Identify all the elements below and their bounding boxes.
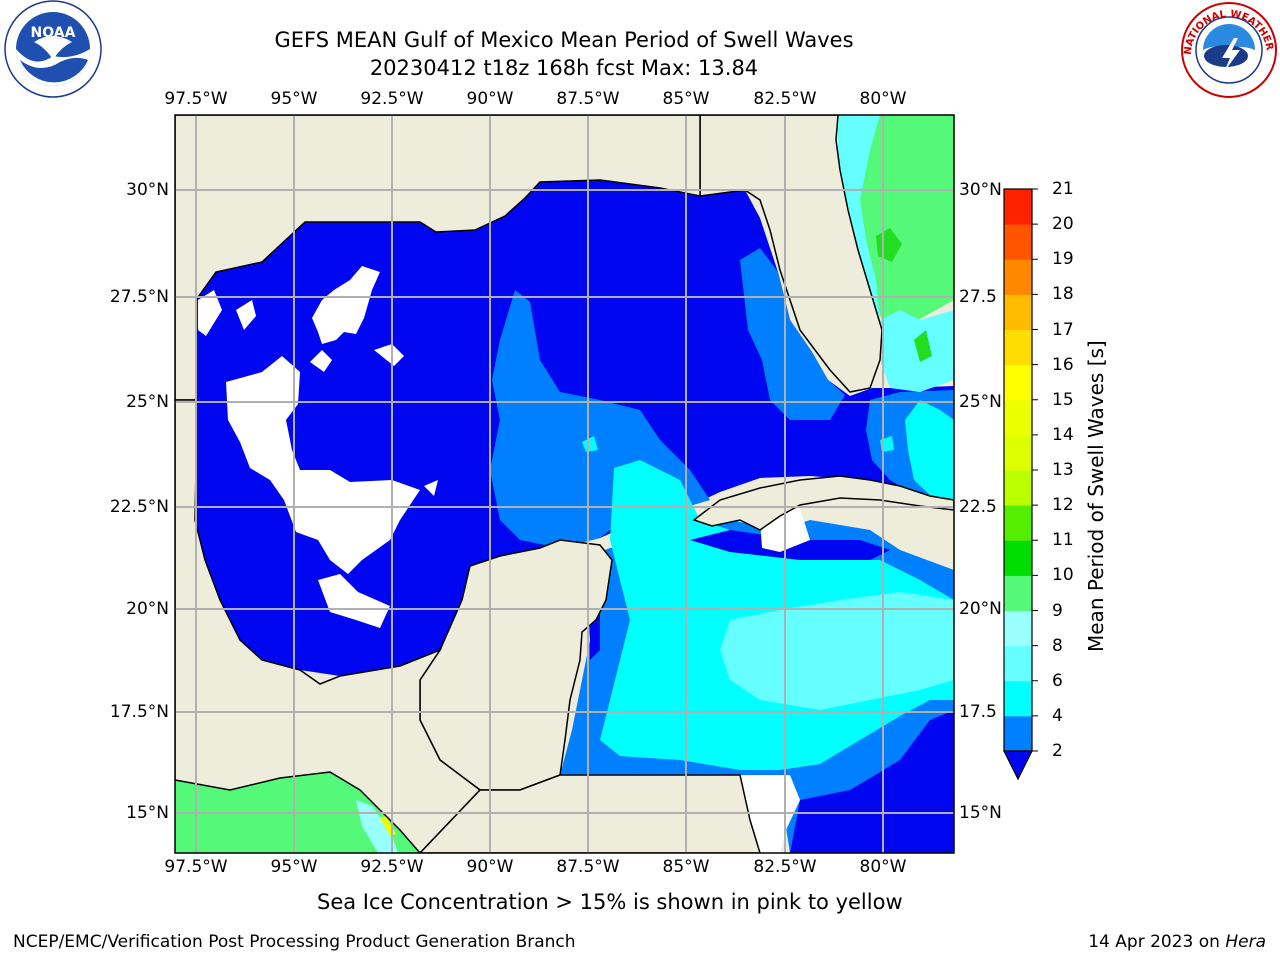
map-frame xyxy=(174,114,955,854)
no-data-region xyxy=(226,356,420,574)
mexico-land xyxy=(175,399,482,853)
colorbar-tick-label: 10 xyxy=(1052,565,1074,586)
colorbar-band xyxy=(1004,294,1032,330)
colorbar-band xyxy=(1004,434,1032,471)
lat-tick-right: 20°N xyxy=(959,599,1002,619)
colorbar-band xyxy=(1004,470,1032,506)
colorbar-extend-arrow xyxy=(1003,750,1033,781)
colorbar xyxy=(1003,188,1038,781)
lon-tick-bottom: 80°W xyxy=(859,857,907,877)
map-gridlines xyxy=(175,115,954,853)
colorbar-band xyxy=(1004,505,1032,541)
chart-title: GEFS MEAN Gulf of Mexico Mean Period of … xyxy=(274,28,854,52)
colorbar-tick-label: 11 xyxy=(1052,530,1074,551)
colorbar-tick-label: 17 xyxy=(1052,319,1074,340)
colorbar-tick-label: 14 xyxy=(1052,424,1074,445)
lon-tick-top: 92.5°W xyxy=(360,89,424,109)
lat-tick-left: 17.5°N xyxy=(109,702,169,722)
lon-tick-bottom: 90°W xyxy=(466,857,514,877)
cuba-land xyxy=(692,475,954,531)
colorbar-tick-label: 19 xyxy=(1052,249,1074,270)
colorbar-band xyxy=(1004,329,1032,366)
lat-tick-right: 15°N xyxy=(959,803,1002,823)
colorbar-band xyxy=(1004,259,1032,295)
lat-tick-left: 25°N xyxy=(126,392,169,412)
lat-tick-left: 30°N xyxy=(126,180,169,200)
lon-tick-top: 82.5°W xyxy=(753,89,817,109)
colorbar-band xyxy=(1004,645,1032,682)
lon-tick-bottom: 82.5°W xyxy=(753,857,817,877)
nws-logo: NATIONAL WEATHER SERVICE xyxy=(1178,0,1277,98)
colorbar-band xyxy=(1004,680,1032,717)
lat-tick-right: 27.5 xyxy=(959,287,997,307)
lon-tick-top: 90°W xyxy=(466,89,514,109)
chart-subtitle: 20230412 t18z 168h fcst Max: 13.84 xyxy=(369,56,759,80)
colorbar-tick-label: 9 xyxy=(1052,600,1063,621)
noaa-logo: NOAA xyxy=(4,0,102,98)
colorbar-tick-label: 8 xyxy=(1052,635,1063,656)
florida-land xyxy=(699,115,883,393)
lon-tick-bottom: 85°W xyxy=(662,857,710,877)
colorbar-band xyxy=(1004,610,1032,647)
colorbar-tick-label: 20 xyxy=(1052,214,1074,235)
lat-tick-right: 30°N xyxy=(959,180,1002,200)
colorbar-band xyxy=(1004,540,1032,576)
colorbar-tick-label: 2 xyxy=(1052,741,1063,761)
lat-tick-right: 17.5 xyxy=(959,702,997,722)
colorbar-tick-label: 18 xyxy=(1052,284,1074,305)
lat-tick-left: 15°N xyxy=(126,803,169,823)
lon-tick-top: 85°W xyxy=(662,89,710,109)
lon-tick-top: 95°W xyxy=(270,89,318,109)
lat-tick-left: 27.5°N xyxy=(109,287,169,307)
colorbar-label: Mean Period of Swell Waves [s] xyxy=(1084,340,1108,652)
colorbar-tick-label: 16 xyxy=(1052,354,1074,375)
sea-ice-note: Sea Ice Concentration > 15% is shown in … xyxy=(317,890,903,914)
lon-tick-top: 97.5°W xyxy=(164,89,228,109)
colorbar-tick-label: 21 xyxy=(1052,179,1074,199)
footer-date-text: 14 Apr 2023 on xyxy=(1088,932,1226,952)
colorbar-band xyxy=(1004,364,1032,401)
footer-date: 14 Apr 2023 on Hera xyxy=(1088,932,1266,952)
colorbar-band xyxy=(1004,189,1032,225)
colorbar-tick-label: 4 xyxy=(1052,705,1063,726)
lon-tick-top: 80°W xyxy=(859,89,907,109)
footer-host: Hera xyxy=(1225,932,1266,952)
footer-credit: NCEP/EMC/Verification Post Processing Pr… xyxy=(13,932,576,952)
noaa-logo-text: NOAA xyxy=(31,25,76,41)
colorbar-band xyxy=(1004,715,1032,752)
colorbar-tick-label: 12 xyxy=(1052,495,1074,516)
lon-tick-bottom: 87.5°W xyxy=(556,857,620,877)
colorbar-band xyxy=(1004,399,1032,436)
colorbar-tick-label: 15 xyxy=(1052,389,1074,410)
lon-tick-top: 87.5°W xyxy=(556,89,620,109)
lat-tick-left: 22.5°N xyxy=(109,497,169,517)
colorbar-band xyxy=(1004,575,1032,611)
lat-tick-left: 20°N xyxy=(126,599,169,619)
lon-tick-bottom: 95°W xyxy=(270,857,318,877)
lon-tick-bottom: 97.5°W xyxy=(164,857,228,877)
lon-tick-bottom: 92.5°W xyxy=(360,857,424,877)
colorbar-tick-label: 13 xyxy=(1052,460,1074,480)
lat-tick-right: 22.5 xyxy=(959,497,997,517)
lat-tick-right: 25°N xyxy=(959,392,1002,412)
colorbar-tick-label: 6 xyxy=(1052,670,1063,691)
colorbar-band xyxy=(1004,224,1032,260)
